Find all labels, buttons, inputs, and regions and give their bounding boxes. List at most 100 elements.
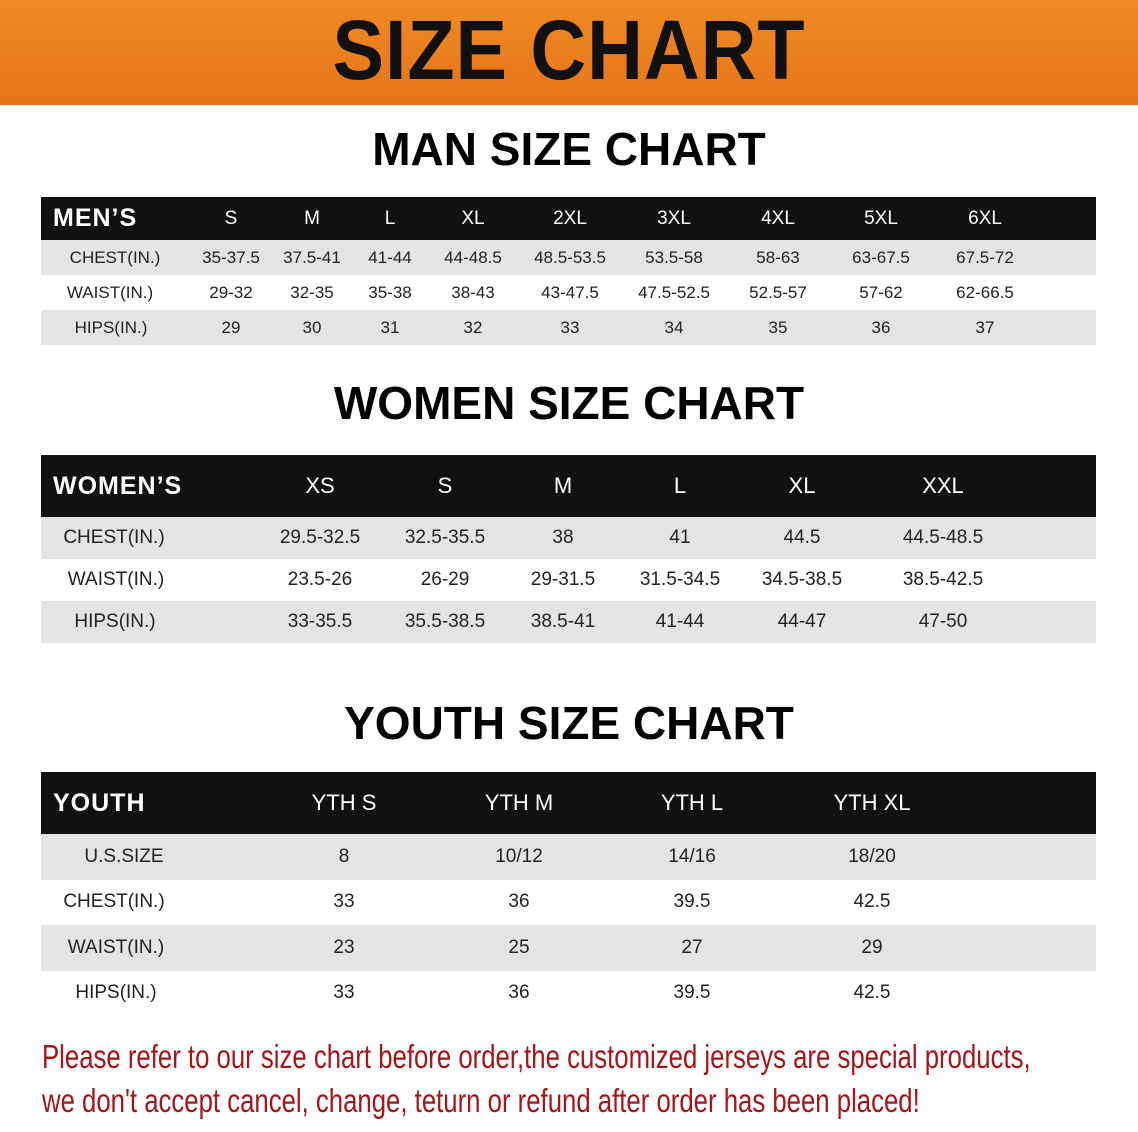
- table-cell: 57-62: [859, 282, 903, 302]
- size-header: XS: [305, 473, 335, 498]
- size-header: 3XL: [657, 207, 691, 229]
- table-cell: 32.5-35.5: [404, 527, 486, 548]
- table-cell: 44.5: [783, 527, 821, 548]
- table-cell: 32-35: [290, 282, 334, 302]
- table-row: WAIST(IN.) 23.5-26 26-29 29-31.5 31.5-34.5 34…: [41, 559, 1096, 601]
- women-header-label: WOMEN’S: [53, 471, 183, 500]
- page-title: SIZE CHART: [332, 3, 806, 97]
- table-cell: 33-35.5: [287, 611, 353, 632]
- table-cell: 53.5-58: [645, 247, 703, 267]
- table-cell: 29-32: [209, 282, 253, 302]
- table-cell: 62-66.5: [956, 282, 1014, 302]
- row-label: HIPS(IN.): [74, 611, 156, 632]
- table-cell: 37: [975, 317, 995, 337]
- table-row: CHEST(IN.) 29.5-32.5 32.5-35.5 38 41 44.5 44.5…: [41, 517, 1096, 559]
- table-cell: 43-47.5: [541, 282, 599, 302]
- size-header: L: [384, 207, 396, 229]
- notice-line-1: Please refer to our size chart before or…: [42, 1038, 1031, 1075]
- row-label: CHEST(IN.): [63, 527, 165, 548]
- men-header-label: MEN’S: [53, 204, 138, 232]
- table-cell: 29.5-32.5: [279, 527, 361, 548]
- table-cell: 30: [302, 317, 322, 337]
- table-cell: 29: [221, 317, 241, 337]
- row-label: HIPS(IN.): [74, 317, 148, 337]
- table-cell: 31: [380, 317, 400, 337]
- table-cell: 29: [861, 936, 883, 958]
- row-label: HIPS(IN.): [75, 982, 157, 1004]
- table-cell: 48.5-53.5: [534, 247, 606, 267]
- size-header: M: [304, 207, 320, 229]
- table-cell: 38: [552, 527, 574, 548]
- youth-section-title: YOUTH SIZE CHART: [344, 697, 794, 749]
- table-cell: 44-48.5: [444, 247, 502, 267]
- table-cell: 39.5: [673, 891, 711, 913]
- table-row: U.S.SIZE 8 10/12 14/16 18/20: [41, 834, 1096, 880]
- table-row: CHEST(IN.) 35-37.5 37.5-41 41-44 44-48.5 48.5…: [41, 240, 1096, 275]
- table-cell: 36: [508, 891, 530, 913]
- table-row: WAIST(IN.) 23 25 27 29: [41, 925, 1096, 971]
- table-cell: 8: [338, 845, 350, 867]
- table-cell: 32: [463, 317, 483, 337]
- size-header: XL: [788, 473, 816, 498]
- size-header: YTH L: [660, 790, 724, 815]
- table-cell: 10/12: [495, 845, 543, 867]
- table-cell: 38-43: [451, 282, 495, 302]
- size-header: XL: [461, 207, 485, 229]
- table-cell: 29-31.5: [530, 569, 596, 590]
- women-section-title: WOMEN SIZE CHART: [333, 377, 805, 429]
- table-cell: 25: [508, 936, 530, 958]
- table-cell: 36: [508, 982, 530, 1004]
- youth-header-row: YOUTH YTH S YTH M YTH L YTH XL: [41, 772, 1096, 834]
- table-row: HIPS(IN.) 33-35.5 35.5-38.5 38.5-41 41-44 44-…: [41, 601, 1096, 643]
- table-cell: 38.5-41: [530, 611, 596, 632]
- notice-line-2: we don't accept cancel, change, teturn o…: [42, 1082, 920, 1119]
- table-cell: 33: [560, 317, 580, 337]
- table-cell: 35-37.5: [202, 247, 260, 267]
- row-label: WAIST(IN.): [66, 282, 154, 302]
- table-cell: 18/20: [848, 845, 896, 867]
- row-label: WAIST(IN.): [67, 936, 165, 958]
- table-cell: 39.5: [673, 982, 711, 1004]
- table-cell: 35: [768, 317, 788, 337]
- table-row: WAIST(IN.) 29-32 32-35 35-38 38-43 43-47.5 47.…: [41, 275, 1096, 310]
- table-cell: 42.5: [853, 891, 891, 913]
- size-header: L: [673, 473, 687, 498]
- table-cell: 47-50: [918, 611, 968, 632]
- size-header: 2XL: [553, 207, 587, 229]
- table-cell: 35.5-38.5: [404, 611, 486, 632]
- youth-header-label: YOUTH: [53, 788, 146, 817]
- table-row: HIPS(IN.) 29 30 31 32 33 34 35 36 37: [41, 310, 1096, 345]
- size-header: YTH XL: [833, 790, 911, 815]
- table-cell: 31.5-34.5: [639, 569, 721, 590]
- table-row: CHEST(IN.) 33 36 39.5 42.5: [41, 880, 1096, 926]
- table-cell: 34: [664, 317, 684, 337]
- title-banner: SIZE CHART: [0, 0, 1138, 105]
- row-label: CHEST(IN.): [69, 247, 161, 267]
- table-cell: 27: [681, 936, 703, 958]
- table-cell: 47.5-52.5: [638, 282, 710, 302]
- table-cell: 44-47: [777, 611, 827, 632]
- men-section-title: MAN SIZE CHART: [372, 123, 766, 175]
- table-row: HIPS(IN.) 33 36 39.5 42.5: [41, 971, 1096, 1017]
- table-cell: 44.5-48.5: [902, 527, 984, 548]
- table-cell: 37.5-41: [283, 247, 341, 267]
- table-cell: 41-44: [655, 611, 705, 632]
- table-cell: 36: [871, 317, 891, 337]
- table-cell: 14/16: [668, 845, 716, 867]
- table-cell: 67.5-72: [956, 247, 1014, 267]
- table-cell: 42.5: [853, 982, 891, 1004]
- table-cell: 33: [333, 891, 355, 913]
- table-cell: 26-29: [420, 569, 470, 590]
- size-header: M: [553, 473, 573, 498]
- size-header: S: [437, 473, 453, 498]
- table-cell: 41: [669, 527, 691, 548]
- table-cell: 52.5-57: [749, 282, 807, 302]
- size-header: 4XL: [761, 207, 795, 229]
- row-label: WAIST(IN.): [67, 569, 165, 590]
- men-header-row: MEN’S S M L XL 2XL 3XL 4XL 5XL 6XL: [41, 197, 1096, 240]
- row-label: U.S.SIZE: [84, 845, 164, 867]
- size-header: YTH S: [311, 790, 377, 815]
- table-cell: 23.5-26: [287, 569, 353, 590]
- table-cell: 63-67.5: [852, 247, 910, 267]
- table-cell: 58-63: [756, 247, 800, 267]
